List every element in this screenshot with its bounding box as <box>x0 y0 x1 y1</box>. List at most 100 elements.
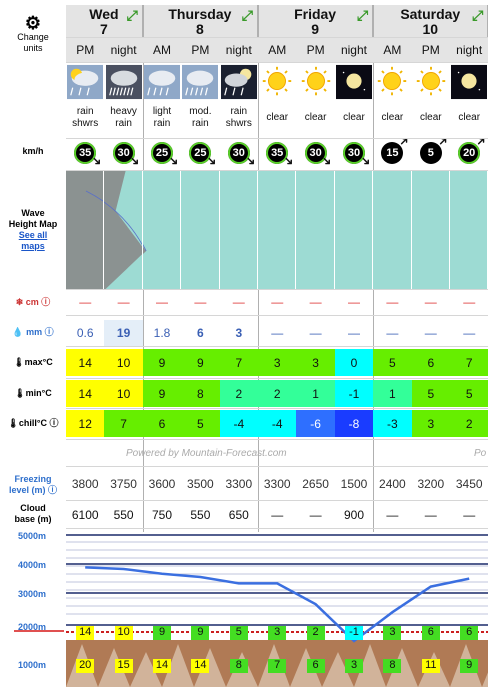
freezing-level-value: 3600 <box>148 477 176 491</box>
chart-temp-1000: 20 <box>76 659 95 673</box>
thermometer-icon: 🌡 <box>13 357 25 367</box>
wave-height-map[interactable] <box>142 171 182 289</box>
info-icon[interactable]: ⓘ <box>48 485 58 495</box>
chill-value: 3 <box>411 410 450 437</box>
wind-speed-badge: 30 <box>304 142 327 164</box>
weather-description: clear <box>412 102 450 134</box>
expand-icon[interactable]: ⤢ <box>126 7 138 23</box>
day-header: Saturday 10 ⤢ <box>373 5 488 37</box>
cloud-base-value: 650 <box>228 508 249 522</box>
chill-value: -4 <box>258 410 297 437</box>
wind-speed-badge: 20 <box>458 142 481 164</box>
min-temp-value: 10 <box>104 380 143 407</box>
expand-icon[interactable]: ⤢ <box>356 7 369 23</box>
freezing-level-value: 3200 <box>417 477 445 491</box>
chart-temp-2000: 5 <box>229 626 248 640</box>
forecast-grid: Wed 7 ⤢ Thursday 8 ⤢ Friday 9 ⤢ Saturday 10 ⤢ PM rain… <box>66 0 488 687</box>
description-line: clear <box>381 112 404 123</box>
info-icon[interactable]: ⓘ <box>49 418 59 428</box>
wind-cell: 25 ➜ <box>143 138 182 170</box>
day-header: Friday 9 ⤢ <box>258 5 374 37</box>
row-divider <box>66 408 488 409</box>
wind-cell: 20 ➜ <box>450 132 488 168</box>
map-land-icon <box>66 171 104 289</box>
weather-description: clear <box>296 102 334 134</box>
info-icon[interactable]: ⓘ <box>44 327 54 337</box>
wave-height-map[interactable] <box>411 171 450 289</box>
snow-value: — <box>424 295 437 309</box>
sun-icon <box>301 66 330 96</box>
chart-temp-1000: 8 <box>383 659 402 673</box>
wind-speed-badge: 15 <box>381 142 404 164</box>
snow-value: — <box>155 295 168 309</box>
rain-value: — <box>271 326 284 340</box>
chart-temp-2000: 6 <box>460 626 479 640</box>
row-divider <box>66 289 488 290</box>
description-line: light <box>152 106 172 117</box>
powered-by-partial: Po <box>474 448 487 459</box>
day-number: 7 <box>100 21 108 37</box>
period-label: AM <box>142 37 182 62</box>
chill-value: 7 <box>104 410 143 437</box>
row-divider <box>66 346 488 347</box>
map-land-icon <box>411 171 449 289</box>
weather-icon-cell <box>66 62 104 102</box>
altitude-2000: 2000m <box>18 622 47 632</box>
wave-height-map[interactable] <box>373 171 412 289</box>
wave-height-map[interactable] <box>334 171 374 289</box>
weather-description: mod. rain <box>181 102 219 134</box>
wind-cell: 30 ➜ <box>104 138 144 170</box>
info-icon[interactable]: ⓘ <box>41 297 51 307</box>
description-line: rain <box>115 118 132 129</box>
weather-icon-cell <box>373 62 411 102</box>
cloud-base-label: Cloud base (m) <box>14 503 52 524</box>
snow-value: — <box>463 295 476 309</box>
wave-height-map[interactable] <box>66 171 105 289</box>
see-all-maps-link[interactable]: See all maps <box>18 230 48 251</box>
freezing-level-value: 2400 <box>379 477 406 491</box>
period-label: night <box>334 37 374 62</box>
day-name: Saturday <box>400 6 461 22</box>
wind-speed-badge: 35 <box>266 142 289 164</box>
raindrop-icon: 💧 <box>12 327 24 337</box>
expand-icon[interactable]: ⤢ <box>472 7 484 23</box>
weather-description: heavy rain <box>104 102 142 134</box>
freezing-level-value: 3450 <box>455 477 483 491</box>
wave-height-map[interactable] <box>450 171 488 289</box>
wind-cell: 30 ➜ <box>296 138 336 170</box>
row-divider <box>66 439 488 440</box>
chart-temp-1000: 3 <box>345 659 363 673</box>
cloud-base-value: — <box>271 508 284 522</box>
wave-height-map[interactable] <box>296 171 335 289</box>
expand-icon[interactable]: ⤢ <box>241 7 253 23</box>
change-units-button[interactable]: ⚙ Change units <box>0 14 66 54</box>
row-divider <box>66 138 488 139</box>
chart-temp-2000: -1 <box>345 626 363 640</box>
max-temp-value: 9 <box>181 349 220 376</box>
snow-value: — <box>194 295 207 309</box>
wave-height-map[interactable] <box>104 171 143 289</box>
min-temp-value: -1 <box>334 380 374 407</box>
wave-height-map[interactable] <box>181 171 220 289</box>
wave-height-map[interactable] <box>219 171 258 289</box>
max-temp-value: 14 <box>66 349 105 376</box>
weather-icon-cell <box>143 62 181 102</box>
freezing-level-value: 2650 <box>302 477 329 491</box>
chart-temp-2000: 2 <box>306 626 325 640</box>
chart-temp-2000: 6 <box>421 626 440 640</box>
light-rain-icon <box>143 64 180 100</box>
rain-value: — <box>347 326 360 340</box>
wind-cell: 35 ➜ <box>258 138 298 170</box>
wind-unit-label: km/h <box>22 146 44 156</box>
sun-icon <box>262 66 292 96</box>
weather-description: clear <box>335 102 373 134</box>
rain-value: 3 <box>235 326 243 340</box>
altitude-4000: 4000m <box>18 560 47 570</box>
wind-speed-badge: 30 <box>112 142 135 164</box>
day-number: 10 <box>422 21 439 37</box>
chill-value: 6 <box>142 410 182 437</box>
description-line: rain <box>76 106 94 117</box>
wave-height-map[interactable] <box>258 171 297 289</box>
min-temp-value: 5 <box>411 380 450 407</box>
map-land-icon <box>373 171 411 289</box>
